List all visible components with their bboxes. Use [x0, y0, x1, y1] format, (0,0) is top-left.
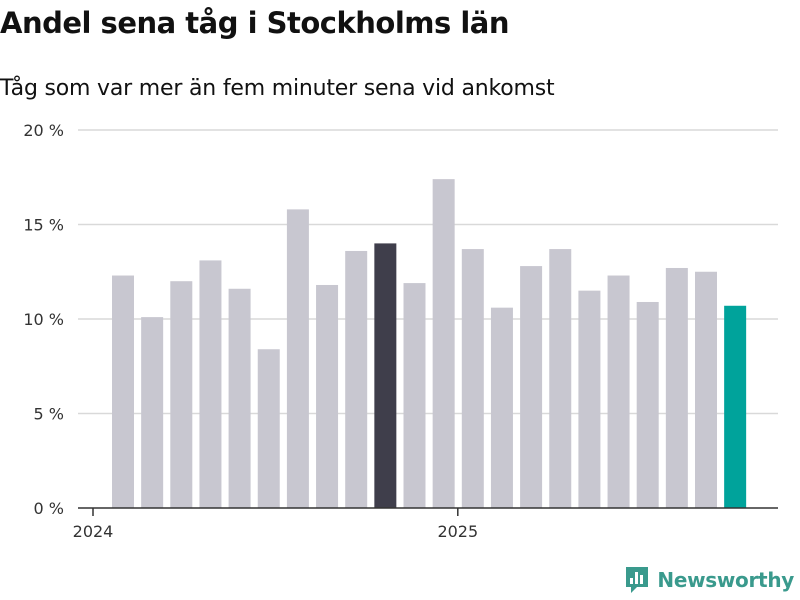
bar [403, 283, 426, 508]
chart-title: Andel sena tåg i Stockholms län [0, 6, 510, 40]
bar [724, 305, 747, 508]
y-tick-label: 5 % [34, 405, 64, 424]
bar [607, 275, 630, 508]
bar [316, 284, 339, 508]
bar [578, 290, 601, 508]
x-axis [78, 507, 778, 516]
bar [228, 288, 251, 508]
newsworthy-logo: Newsworthy [625, 566, 794, 594]
bar [257, 349, 280, 508]
bars [112, 179, 747, 508]
bar [636, 301, 659, 508]
bar [490, 307, 513, 508]
bar [374, 243, 397, 508]
newsworthy-logo-text: Newsworthy [657, 568, 794, 592]
y-tick-label: 20 % [23, 121, 64, 140]
bar [665, 267, 688, 508]
bar [345, 250, 368, 508]
bar [432, 179, 455, 508]
x-tick-label: 2025 [437, 522, 478, 541]
bar [141, 317, 164, 508]
chart-subtitle: Tåg som var mer än fem minuter sena vid … [0, 76, 555, 101]
bar [286, 209, 309, 508]
y-tick-label: 15 % [23, 216, 64, 235]
bar [170, 281, 193, 508]
x-tick-label: 2024 [73, 522, 114, 541]
bar [112, 275, 134, 508]
y-tick-labels: 0 % 5 % 10 % 15 % 20 % [23, 121, 64, 518]
gridlines [78, 129, 778, 415]
y-tick-label: 0 % [34, 499, 64, 518]
newsworthy-logo-icon [626, 567, 649, 593]
bar [549, 249, 572, 508]
bar [520, 266, 543, 508]
y-tick-label: 10 % [23, 310, 64, 329]
bar [461, 249, 484, 508]
x-tick-labels: 2024 2025 [73, 522, 479, 541]
bar [695, 271, 717, 508]
bar [199, 260, 222, 508]
